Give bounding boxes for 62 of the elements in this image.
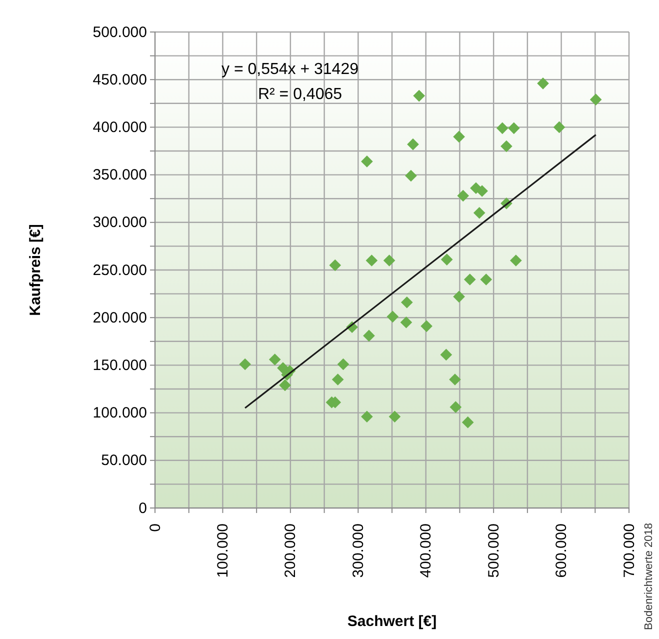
point [508, 122, 520, 134]
point [462, 416, 474, 428]
x-tick-label: 300.000 [350, 524, 367, 578]
x-tick-label: 600.000 [553, 524, 570, 578]
point [537, 77, 549, 90]
point [590, 94, 602, 106]
point [457, 190, 470, 202]
point [405, 170, 417, 182]
annotation: y = 0,554x + 31429 [222, 61, 359, 78]
point [440, 348, 452, 361]
y-tick-label: 300.000 [92, 214, 147, 232]
point [407, 138, 419, 150]
point [510, 254, 522, 266]
x-tick-label: 200.000 [282, 524, 300, 578]
y-tick-label: 400.000 [92, 119, 147, 136]
x-tick-label: 100.000 [214, 524, 232, 578]
point [239, 358, 251, 370]
y-axis-title: Kaufpreis [€] [27, 224, 44, 316]
annotation: R² = 0,4065 [258, 86, 342, 103]
y-tick-label: 250.000 [92, 262, 147, 279]
point [363, 330, 375, 342]
point [420, 320, 432, 332]
point [473, 206, 486, 219]
y-tick-label: 350.000 [92, 166, 147, 184]
x-tick-label: 700.000 [620, 524, 638, 578]
x-tick-label: 400.000 [418, 524, 435, 578]
point [476, 185, 488, 197]
point [480, 274, 492, 286]
point [450, 401, 462, 414]
point [386, 310, 399, 323]
point [464, 274, 476, 286]
point [329, 259, 342, 272]
point [453, 130, 465, 143]
point [366, 254, 378, 266]
point [388, 410, 401, 423]
point [279, 379, 291, 392]
point [332, 374, 344, 386]
point [440, 254, 453, 266]
y-tick-label: 450.000 [92, 71, 147, 88]
point [500, 140, 512, 152]
point [361, 410, 373, 423]
point [449, 374, 461, 386]
point [361, 156, 373, 168]
point [383, 254, 396, 266]
point [413, 90, 425, 102]
y-tick-label: 0 [138, 500, 147, 517]
point [400, 296, 413, 308]
x-tick-label: 0 [146, 524, 164, 532]
point [400, 316, 412, 328]
y-tick-label: 50.000 [101, 452, 147, 470]
point [553, 121, 566, 134]
y-tick-label: 200.000 [92, 309, 147, 326]
text: Bodenrichtwerte 2018 [643, 522, 655, 630]
x-axis-title: Sachwert [€] [347, 613, 437, 630]
y-tick-label: 150.000 [92, 357, 147, 374]
point [268, 354, 281, 366]
y-tick-label: 100.000 [92, 404, 147, 422]
y-tick-label: 500.000 [92, 24, 147, 41]
point [453, 290, 465, 303]
x-tick-label: 500.000 [485, 524, 502, 578]
point [496, 122, 508, 134]
point [337, 358, 350, 370]
